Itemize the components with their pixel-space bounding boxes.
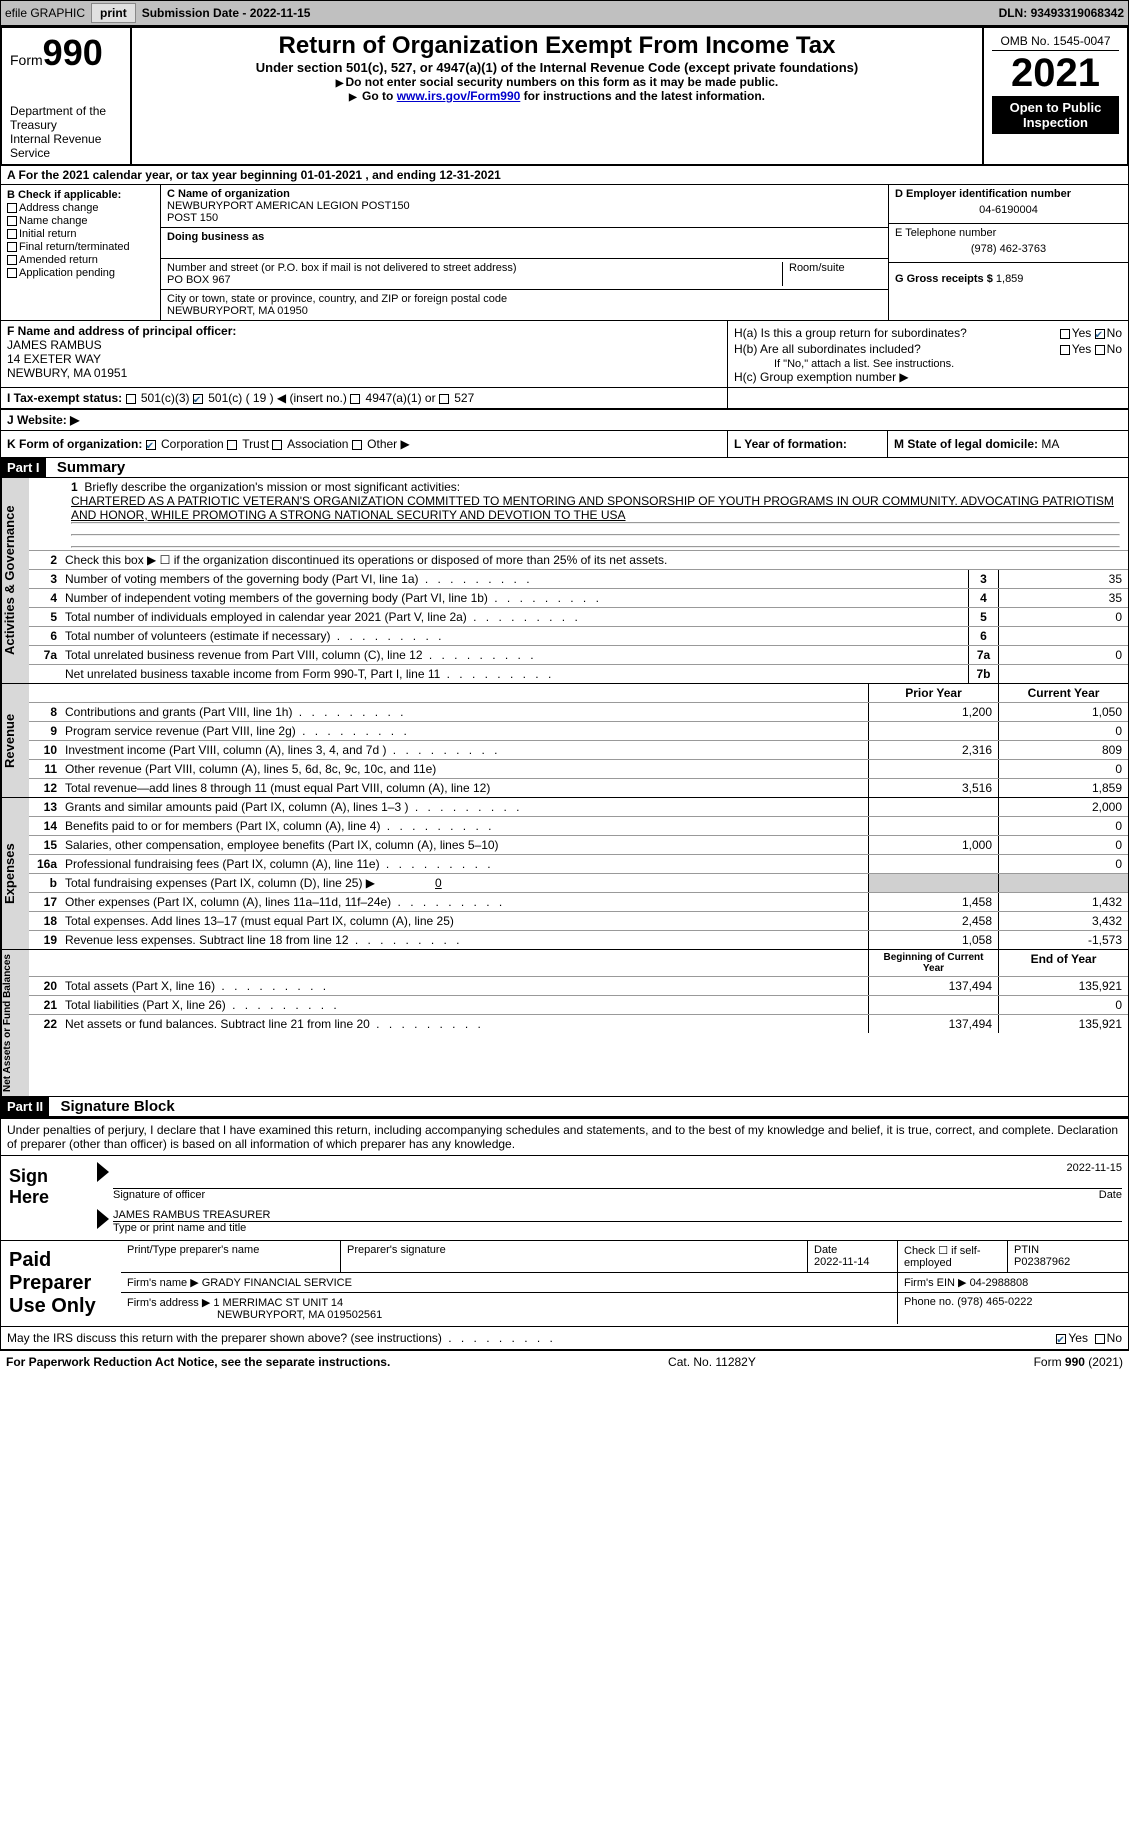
- ein-value: 04-6190004: [895, 200, 1122, 220]
- note-goto: Go to www.irs.gov/Form990 for instructio…: [140, 89, 974, 103]
- summary-exp: Expenses 13Grants and similar amounts pa…: [0, 798, 1129, 950]
- form-title-box: Return of Organization Exempt From Incom…: [132, 28, 982, 164]
- mayirs-no[interactable]: [1095, 1334, 1105, 1344]
- mayirs-yes[interactable]: [1056, 1334, 1066, 1344]
- print-button[interactable]: print: [91, 3, 136, 23]
- chk-corp[interactable]: [146, 440, 156, 450]
- section-j: J Website: ▶: [0, 410, 1129, 431]
- section-m: M State of legal domicile: MA: [888, 431, 1128, 457]
- may-irs-discuss: May the IRS discuss this return with the…: [0, 1327, 1129, 1350]
- part1-header: Part I Summary: [0, 458, 1129, 478]
- sign-arrow-icon-2: [97, 1209, 109, 1229]
- open-inspection: Open to Public Inspection: [992, 96, 1119, 134]
- vtab-rev: Revenue: [1, 684, 29, 797]
- part2-header: Part II Signature Block: [0, 1097, 1129, 1117]
- paid-preparer: Paid Preparer Use Only Print/Type prepar…: [0, 1241, 1129, 1327]
- hb-yes[interactable]: [1060, 345, 1070, 355]
- section-bcde: B Check if applicable: Address change Na…: [0, 185, 1129, 321]
- section-h: H(a) Is this a group return for subordin…: [728, 321, 1128, 387]
- omb-number: OMB No. 1545-0047: [992, 32, 1119, 51]
- col-de: D Employer identification number 04-6190…: [888, 185, 1128, 320]
- summary-ag: Activities & Governance 1 Briefly descri…: [0, 478, 1129, 684]
- chk-pending[interactable]: [7, 268, 17, 278]
- section-klm: K Form of organization: Corporation Trus…: [0, 431, 1129, 458]
- row-a-taxyear: A For the 2021 calendar year, or tax yea…: [0, 166, 1129, 185]
- subdate-label: Submission Date - 2022-11-15: [142, 6, 311, 20]
- sign-here: Sign Here 2022-11-15 Signature of office…: [0, 1156, 1129, 1241]
- section-fh: F Name and address of principal officer:…: [0, 321, 1129, 388]
- tax-year: 2021: [992, 51, 1119, 96]
- note-ssn: Do not enter social security numbers on …: [140, 75, 974, 89]
- section-ij: I Tax-exempt status: 501(c)(3) 501(c) ( …: [0, 388, 1129, 410]
- summary-net: Net Assets or Fund Balances Beginning of…: [0, 950, 1129, 1097]
- irs-link[interactable]: www.irs.gov/Form990: [397, 89, 521, 103]
- topbar: efile GRAPHIC print Submission Date - 20…: [0, 0, 1129, 26]
- chk-address[interactable]: [7, 203, 17, 213]
- section-i: I Tax-exempt status: 501(c)(3) 501(c) ( …: [1, 388, 728, 409]
- col-c-orginfo: C Name of organization NEWBURYPORT AMERI…: [161, 185, 888, 320]
- summary-rev: Revenue Prior YearCurrent Year 8Contribu…: [0, 684, 1129, 798]
- vtab-net: Net Assets or Fund Balances: [1, 950, 29, 1096]
- chk-501c[interactable]: [193, 394, 203, 404]
- chk-assoc[interactable]: [272, 440, 282, 450]
- sign-arrow-icon: [97, 1162, 109, 1182]
- vtab-exp: Expenses: [1, 798, 29, 949]
- ha-no[interactable]: [1095, 329, 1105, 339]
- ha-yes[interactable]: [1060, 329, 1070, 339]
- chk-final[interactable]: [7, 242, 17, 252]
- col-b-checkboxes: B Check if applicable: Address change Na…: [1, 185, 161, 320]
- page-footer: For Paperwork Reduction Act Notice, see …: [0, 1350, 1129, 1373]
- chk-other[interactable]: [352, 440, 362, 450]
- dln-value: DLN: 93493319068342: [999, 6, 1124, 20]
- omb-year-box: OMB No. 1545-0047 2021 Open to Public In…: [982, 28, 1127, 164]
- vtab-ag: Activities & Governance: [1, 478, 29, 683]
- chk-4947[interactable]: [350, 394, 360, 404]
- section-f: F Name and address of principal officer:…: [1, 321, 728, 387]
- section-k: K Form of organization: Corporation Trus…: [1, 431, 728, 457]
- chk-initial[interactable]: [7, 229, 17, 239]
- penalties-text: Under penalties of perjury, I declare th…: [0, 1117, 1129, 1156]
- phone-value: (978) 462-3763: [895, 239, 1122, 259]
- form-title: Return of Organization Exempt From Incom…: [140, 32, 974, 60]
- gross-receipts: 1,859: [996, 273, 1024, 285]
- form-id: Form 990 (2021): [1034, 1355, 1123, 1369]
- mission-text: CHARTERED AS A PATRIOTIC VETERAN'S ORGAN…: [71, 494, 1114, 522]
- chk-name[interactable]: [7, 216, 17, 226]
- section-l: L Year of formation:: [728, 431, 888, 457]
- efile-label: efile GRAPHIC: [5, 6, 85, 20]
- form-number-box: Form990 Department of the Treasury Inter…: [2, 28, 132, 164]
- chk-trust[interactable]: [227, 440, 237, 450]
- chk-527[interactable]: [439, 394, 449, 404]
- hb-no[interactable]: [1095, 345, 1105, 355]
- chk-501c3[interactable]: [126, 394, 136, 404]
- chk-amended[interactable]: [7, 255, 17, 265]
- form-header: Form990 Department of the Treasury Inter…: [0, 26, 1129, 166]
- form-subtitle: Under section 501(c), 527, or 4947(a)(1)…: [140, 60, 974, 75]
